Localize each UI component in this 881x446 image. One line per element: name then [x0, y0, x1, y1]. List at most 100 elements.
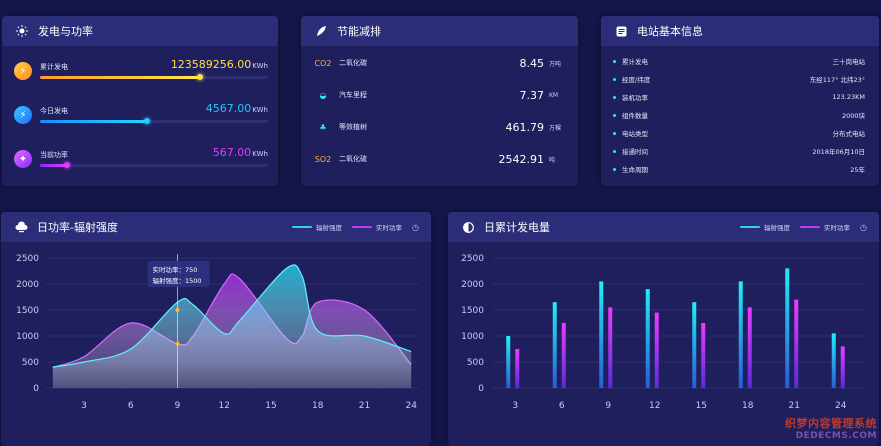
- generation-meter-number: 4567.00: [205, 102, 252, 115]
- station-info-label: 累计发电: [622, 58, 648, 66]
- station-info-value: 2018年06月10日: [812, 148, 865, 156]
- energy-saving-unit: 吨: [549, 156, 556, 164]
- hover-point-radiation[interactable]: [175, 308, 180, 312]
- x-tick-label: 18: [742, 401, 754, 411]
- legend-label-power[interactable]: 实时功率: [376, 224, 403, 232]
- station-info-row: 经度/纬度 东经117° 北纬23°: [613, 72, 865, 86]
- legend-swatch-radiation[interactable]: [292, 226, 313, 228]
- x-tick-label: 6: [128, 401, 134, 411]
- generation-meter-knob[interactable]: [144, 118, 151, 124]
- power-line[interactable]: [52, 273, 412, 368]
- x-tick-label: 3: [512, 401, 518, 411]
- station-info-label: 组件数量: [622, 112, 648, 120]
- x-tick-label: 3: [81, 401, 87, 411]
- station-info-label: 电站类型: [622, 130, 648, 138]
- y-tick-label: 500: [467, 358, 484, 368]
- station-info-value: 2000块: [841, 112, 865, 120]
- bar-power[interactable]: [608, 307, 613, 388]
- energy-saving-icon: CO2: [313, 59, 333, 68]
- energy-saving-row: SO2 二氧化硫 2542.91 吨: [313, 148, 565, 170]
- energy-saving-value: 2542.91: [498, 152, 545, 166]
- energy-saving-value: 461.79: [505, 120, 545, 134]
- station-info-label: 装机功率: [622, 94, 648, 102]
- generation-meter-track: [40, 162, 268, 168]
- bullet-dot: [613, 131, 616, 135]
- generation-meter-label: 当前功率: [40, 151, 68, 159]
- bullet-dot: [613, 77, 616, 81]
- bar-radiation[interactable]: [645, 289, 650, 388]
- clock-icon[interactable]: ◷: [412, 222, 419, 232]
- bar-power[interactable]: [701, 323, 706, 388]
- station-info-value: 东经117° 北纬23°: [809, 76, 865, 84]
- bar-radiation[interactable]: [599, 281, 604, 388]
- bar-power[interactable]: [840, 346, 845, 388]
- generation-meter-fill: [40, 76, 200, 79]
- x-tick-label: 9: [175, 401, 181, 411]
- radiation-line[interactable]: [52, 264, 412, 368]
- generation-meter-fill: [40, 164, 68, 167]
- y-tick-label: 1000: [16, 332, 39, 342]
- legend-label-radiation[interactable]: 辐射强度: [316, 224, 343, 232]
- bar-power[interactable]: [561, 323, 566, 388]
- x-tick-label: 24: [835, 401, 847, 411]
- legend-swatch-power[interactable]: [800, 226, 821, 228]
- legend-label-power[interactable]: 实时功率: [824, 224, 851, 232]
- generation-panel-header: 发电与功率: [2, 16, 278, 46]
- bar-radiation[interactable]: [692, 302, 697, 388]
- bullet-dot: [613, 149, 616, 153]
- bar-power[interactable]: [654, 312, 659, 388]
- bar-radiation[interactable]: [506, 336, 511, 388]
- daily-generation-panel: 日累计发电量 辐射强度 实时功率 ◷ 0 500 1000 1500 2000 2500 3…: [448, 212, 879, 446]
- energy-saving-value: 8.45: [519, 56, 545, 70]
- bar-radiation[interactable]: [831, 333, 836, 388]
- radiation-area[interactable]: [52, 264, 412, 388]
- bar-radiation[interactable]: [738, 281, 743, 388]
- contrast-icon: [460, 219, 476, 235]
- station-info-row: 接通时间 2018年06月10日: [613, 144, 865, 158]
- generation-meter-value: 123589256.00KWh: [171, 58, 268, 71]
- generation-meter-value: 4567.00KWh: [206, 102, 268, 115]
- station-info-value: 25年: [850, 166, 865, 174]
- bar-power[interactable]: [747, 307, 752, 388]
- legend-swatch-radiation[interactable]: [740, 226, 761, 228]
- energy-saving-value: 7.37: [519, 88, 545, 102]
- y-tick-label: 0: [478, 384, 484, 394]
- x-tick-label: 12: [649, 401, 660, 411]
- generation-meter-knob[interactable]: [196, 74, 203, 80]
- clock-icon[interactable]: ◷: [860, 222, 867, 232]
- energy-saving-label: 二氧化硫: [339, 155, 367, 163]
- tooltip-line-power: 实时功率：750: [152, 265, 197, 274]
- y-tick-label: 1500: [16, 306, 39, 316]
- power-radiation-panel-title: 日功率-辐射强度: [37, 221, 118, 234]
- station-info-value: 分布式电站: [832, 130, 866, 138]
- station-info-row: 生命周期 25年: [613, 162, 865, 176]
- tooltip-line-radiation: 辐射强度：1500: [152, 276, 201, 285]
- x-tick-label: 21: [789, 401, 800, 411]
- x-tick-label: 15: [696, 401, 707, 411]
- y-tick-label: 2000: [461, 280, 484, 290]
- hover-point-power[interactable]: [175, 341, 180, 346]
- bar-power[interactable]: [515, 349, 520, 388]
- watermark: 织梦内容管理系统 DEDECMS.COM: [785, 418, 877, 442]
- bar-radiation[interactable]: [785, 268, 790, 388]
- y-tick-label: 500: [22, 358, 39, 368]
- bar-radiation[interactable]: [552, 302, 557, 388]
- generation-meter-knob[interactable]: [64, 162, 71, 168]
- bullet-dot: [613, 59, 616, 63]
- lightning-icon: ⚡: [14, 106, 32, 124]
- power-radiation-chart[interactable]: 0 500 1000 1500 2000 2500 3 6 9 12 15 18 21 24 实时功率：75…: [1, 242, 431, 446]
- leaf-icon: [313, 23, 329, 39]
- energy-saving-row: ♣ 等效植树 461.79 万棵: [313, 116, 565, 138]
- daily-generation-chart[interactable]: 0 500 1000 1500 2000 2500 3 6 9 12 15 18 21 24: [448, 242, 879, 446]
- bar-power[interactable]: [794, 299, 799, 388]
- energy-saving-panel: 节能减排 CO2 二氧化碳 8.45 万吨 ◒ 汽车里程 7.37 KM ♣ 等效植树 461.79…: [301, 16, 578, 186]
- legend-label-radiation[interactable]: 辐射强度: [764, 224, 791, 232]
- x-tick-label: 21: [359, 401, 370, 411]
- energy-saving-unit: 万吨: [549, 60, 562, 68]
- generation-meter-unit: KWh: [252, 106, 268, 114]
- x-tick-label: 18: [312, 401, 324, 411]
- energy-saving-row: ◒ 汽车里程 7.37 KM: [313, 84, 565, 106]
- station-info-label: 生命周期: [622, 166, 648, 174]
- legend-swatch-power[interactable]: [352, 226, 373, 228]
- x-tick-label: 6: [559, 401, 565, 411]
